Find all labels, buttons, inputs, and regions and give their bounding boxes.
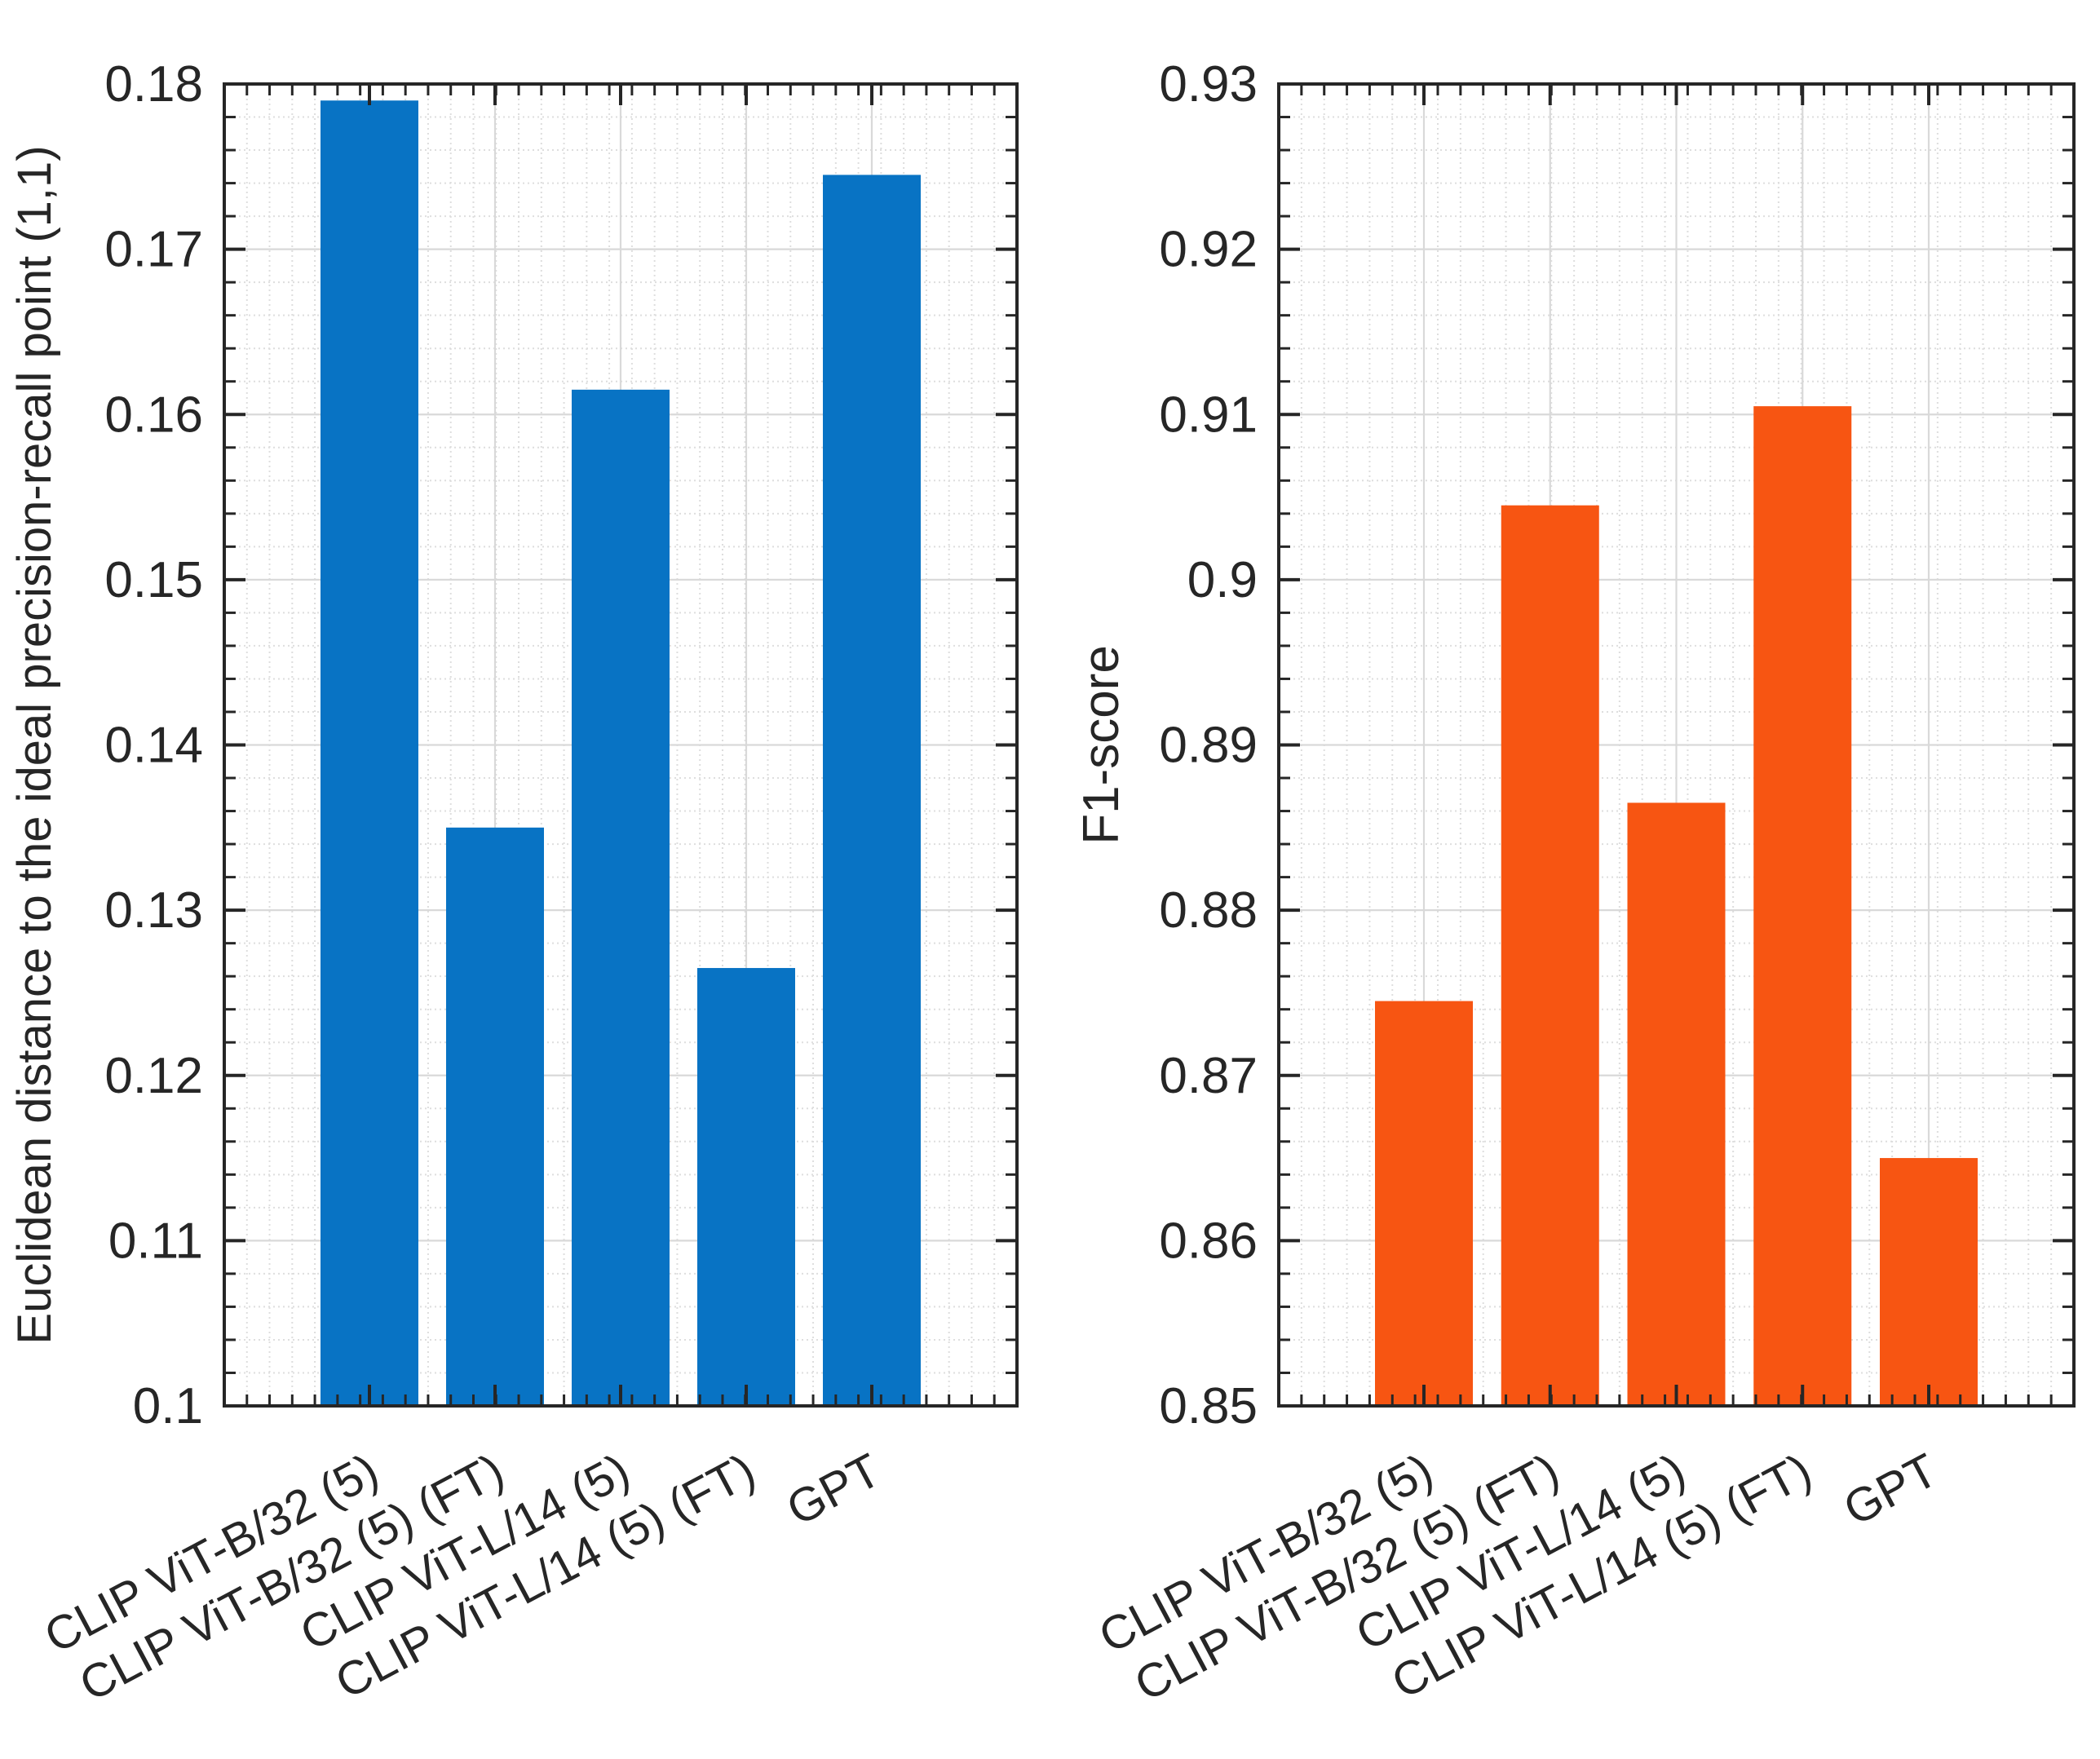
x-tick-label: GPT	[778, 1443, 889, 1536]
right-chart-panel: 0.850.860.870.880.890.90.910.920.93CLIP …	[1073, 56, 2076, 1712]
axis-frame	[223, 82, 1019, 1408]
bar	[1627, 802, 1726, 1406]
y-tick-label: 0.1	[133, 1378, 203, 1434]
y-tick-label: 0.86	[1159, 1213, 1258, 1269]
bar	[823, 175, 921, 1407]
y-tick-label: 0.92	[1159, 222, 1258, 278]
y-tick-label: 0.14	[104, 718, 203, 774]
bar	[697, 968, 795, 1406]
y-tick-label: 0.11	[108, 1213, 203, 1269]
y-tick-label: 0.17	[104, 222, 203, 278]
tick-marks	[226, 86, 1015, 1404]
tick-marks	[1280, 86, 2072, 1404]
y-tick-label: 0.13	[104, 882, 203, 939]
y-tick-label: 0.16	[104, 387, 203, 443]
y-tick-label: 0.87	[1159, 1048, 1258, 1104]
bars	[321, 100, 921, 1407]
y-tick-label: 0.93	[1159, 56, 1258, 113]
bars	[1375, 406, 1978, 1406]
bar	[1375, 1001, 1473, 1406]
y-tick-label: 0.9	[1187, 552, 1258, 608]
bar	[1501, 505, 1599, 1406]
bar	[572, 389, 670, 1407]
y-tick-label: 0.89	[1159, 718, 1258, 774]
y-axis-label: F1-score	[1073, 645, 1130, 845]
y-tick-label: 0.85	[1159, 1378, 1258, 1434]
bar	[1753, 406, 1852, 1406]
bar	[1880, 1158, 1978, 1406]
bar	[321, 100, 418, 1407]
y-tick-label: 0.88	[1159, 882, 1258, 939]
left-chart-panel: 0.10.110.120.130.140.150.160.170.18CLIP …	[8, 56, 1019, 1712]
y-tick-label: 0.18	[104, 56, 203, 113]
y-axis-label: Euclidean distance to the ideal precisio…	[8, 145, 61, 1344]
bar	[446, 827, 544, 1406]
axis-box	[1277, 82, 2076, 1408]
axis-frame	[1277, 82, 2076, 1408]
y-tick-label: 0.12	[104, 1048, 203, 1104]
x-tick-label: GPT	[1835, 1443, 1946, 1536]
y-tick-label: 0.15	[104, 552, 203, 608]
y-tick-label: 0.91	[1159, 387, 1258, 443]
axis-box	[223, 82, 1019, 1408]
